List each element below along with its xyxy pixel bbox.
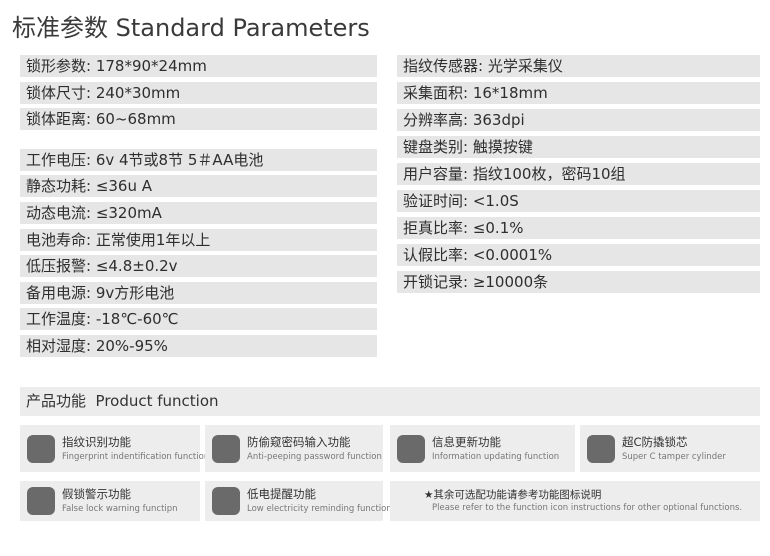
spec-row: 备用电源: 9v方形电池: [20, 281, 377, 304]
function-label: 防偷窥密码输入功能: [247, 434, 351, 449]
function-card: 信息更新功能 Information updating function: [390, 425, 575, 472]
spec-row: 指纹传感器: 光学采集仪: [397, 55, 760, 77]
function-sub: Anti-peeping password function: [247, 451, 382, 462]
spec-row: 分辨率高: 363dpi: [397, 109, 760, 131]
function-sub: Super C tamper cylinder: [622, 451, 726, 462]
spec-row: 工作温度: -18℃-60℃: [20, 308, 377, 331]
spec-row: 电池寿命: 正常使用1年以上: [20, 228, 377, 251]
function-icon: [397, 434, 425, 463]
spec-row: 验证时间: <1.0S: [397, 190, 760, 212]
function-label: 超C防撬锁芯: [622, 434, 688, 449]
function-card: 指纹识别功能 Fingerprint indentification functi…: [20, 425, 209, 472]
spec-row: 低压报警: ≤4.8±0.2v: [20, 255, 377, 278]
function-sub: Information updating function: [432, 451, 560, 462]
function-icon: [212, 487, 240, 515]
function-card: 假锁警示功能 False lock warning functipn: [20, 481, 200, 521]
spec-row: 采集面积: 16*18mm: [397, 82, 760, 104]
function-label: 信息更新功能: [432, 434, 501, 449]
function-icon: [587, 434, 615, 463]
spec-row: 开锁记录: ≥10000条: [397, 271, 760, 293]
function-icon: [212, 434, 240, 463]
spec-row: 拒真比率: ≤0.1%: [397, 217, 760, 239]
function-icon: [27, 487, 55, 515]
function-card: 超C防撬锁芯 Super C tamper cylinder: [580, 425, 760, 472]
note-label: ★其余可选配功能请参考功能图标说明: [424, 489, 602, 501]
note-card: ★其余可选配功能请参考功能图标说明 Please refer to the fun…: [390, 481, 760, 521]
spec-row: 认假比率: <0.0001%: [397, 244, 760, 266]
spec-row: 动态电流: ≤320mA: [20, 202, 377, 224]
section-header: 产品功能 Product function: [20, 387, 760, 416]
spec-row: 锁体距离: 60~68mm: [20, 108, 377, 131]
spec-row: 静态功耗: ≤36u A: [20, 175, 377, 198]
function-sub: Low electricity reminding function: [247, 504, 392, 514]
spec-row: 锁形参数: 178*90*24mm: [20, 55, 377, 77]
function-label: 指纹识别功能: [62, 434, 131, 449]
spec-row: 相对湿度: 20%-95%: [20, 335, 377, 357]
spec-row: 用户容量: 指纹100枚，密码10组: [397, 163, 760, 185]
function-icon: [27, 434, 55, 463]
function-sub: Fingerprint indentification function: [62, 451, 210, 462]
function-sub: False lock warning functipn: [62, 504, 178, 514]
page-title: 标准参数 Standard Parameters: [12, 14, 370, 42]
spec-row: 锁体尺寸: 240*30mm: [20, 81, 377, 104]
function-card: 防偷窥密码输入功能 Anti-peeping password function: [205, 425, 383, 472]
function-label: 假锁警示功能: [62, 487, 131, 501]
function-label: 低电提醒功能: [247, 487, 316, 501]
function-card: 低电提醒功能 Low electricity reminding function: [205, 481, 392, 521]
spec-row: 工作电压: 6v 4节或8节 5＃AA电池: [20, 148, 377, 171]
spec-row: 键盘类别: 触摸按键: [397, 136, 760, 158]
note-sub: Please refer to the function icon instru…: [432, 503, 743, 513]
